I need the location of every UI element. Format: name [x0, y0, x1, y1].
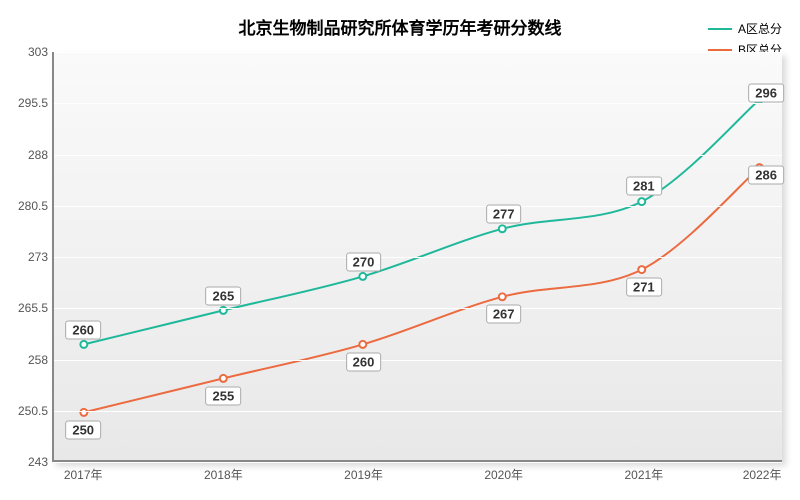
chart-title: 北京生物制品研究所体育学历年考研分数线: [0, 14, 800, 39]
chart-container: 北京生物制品研究所体育学历年考研分数线 A区总分B区总分 243250.5258…: [0, 0, 800, 500]
ytick-label: 258: [28, 353, 54, 367]
data-point: [80, 341, 87, 348]
legend-swatch: [708, 49, 732, 51]
xtick-label: 2022年: [743, 460, 782, 483]
ytick-label: 273: [28, 250, 54, 264]
point-label: 260: [346, 352, 382, 371]
ytick-label: 280.5: [18, 199, 54, 213]
legend-item: A区总分: [708, 20, 782, 37]
plot-area: 243250.5258265.5273280.5288295.53032017年…: [52, 52, 782, 462]
point-label: 277: [486, 204, 522, 223]
point-label: 250: [65, 421, 101, 440]
point-label: 271: [626, 277, 662, 296]
point-label: 255: [206, 387, 242, 406]
gridline-h: [54, 308, 782, 309]
data-point: [499, 225, 506, 232]
xtick-label: 2017年: [64, 460, 103, 483]
gridline-h: [54, 103, 782, 104]
xtick-label: 2019年: [344, 460, 383, 483]
data-point: [359, 273, 366, 280]
point-label: 296: [748, 84, 784, 103]
ytick-label: 288: [28, 148, 54, 162]
legend-swatch: [708, 28, 732, 30]
point-label: 281: [626, 177, 662, 196]
ytick-label: 303: [28, 45, 54, 59]
legend-label: A区总分: [738, 20, 782, 37]
xtick-label: 2021年: [624, 460, 663, 483]
gridline-h: [54, 411, 782, 412]
ytick-label: 265.5: [18, 301, 54, 315]
gridline-h: [54, 462, 782, 463]
xtick-label: 2018年: [204, 460, 243, 483]
ytick-label: 243: [28, 455, 54, 469]
data-point: [638, 266, 645, 273]
data-point: [359, 341, 366, 348]
ytick-label: 295.5: [18, 96, 54, 110]
data-point: [638, 198, 645, 205]
data-point: [220, 375, 227, 382]
gridline-h: [54, 52, 782, 53]
gridline-h: [54, 257, 782, 258]
data-point: [499, 293, 506, 300]
xtick-label: 2020年: [484, 460, 523, 483]
point-label: 265: [206, 286, 242, 305]
series-lines: [54, 52, 782, 460]
point-label: 286: [748, 165, 784, 184]
ytick-label: 250.5: [18, 404, 54, 418]
gridline-h: [54, 206, 782, 207]
point-label: 270: [346, 252, 382, 271]
gridline-h: [54, 155, 782, 156]
point-label: 260: [65, 320, 101, 339]
gridline-h: [54, 360, 782, 361]
point-label: 267: [486, 305, 522, 324]
